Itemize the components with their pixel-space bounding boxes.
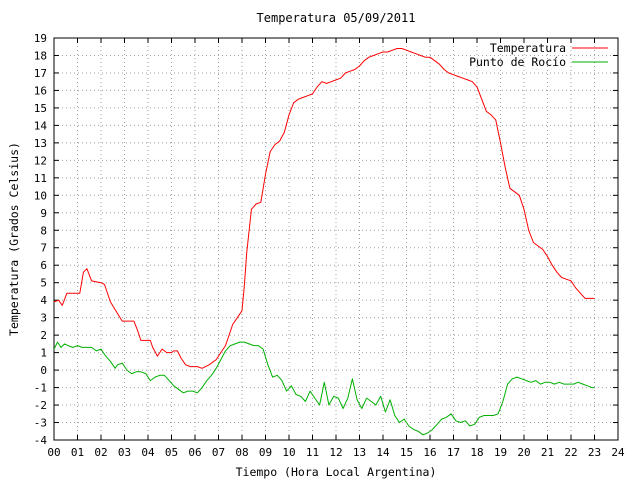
- y-tick-label: 19: [34, 32, 47, 45]
- x-tick-label: 15: [400, 446, 413, 459]
- x-tick-label: 14: [376, 446, 390, 459]
- x-axis-label: Tiempo (Hora Local Argentina): [236, 465, 437, 479]
- x-tick-label: 08: [235, 446, 248, 459]
- y-tick-label: 13: [34, 137, 47, 150]
- x-tick-label: 10: [282, 446, 295, 459]
- x-tick-label: 12: [329, 446, 342, 459]
- y-tick-label: 8: [40, 224, 47, 237]
- y-tick-label: -2: [34, 399, 47, 412]
- x-tick-label: 17: [447, 446, 460, 459]
- y-tick-label: 11: [34, 172, 47, 185]
- x-tick-label: 02: [94, 446, 107, 459]
- x-tick-label: 18: [470, 446, 483, 459]
- x-tick-label: 06: [188, 446, 201, 459]
- y-tick-label: 17: [34, 67, 47, 80]
- y-tick-label: 14: [34, 119, 48, 132]
- legend-label: Punto de Rocío: [469, 55, 566, 69]
- x-tick-label: 24: [611, 446, 625, 459]
- y-tick-label: -4: [34, 434, 48, 447]
- grid: [54, 38, 618, 440]
- x-tick-label: 20: [517, 446, 530, 459]
- x-tick-label: 11: [306, 446, 319, 459]
- y-tick-label: 3: [40, 312, 47, 325]
- x-tick-label: 23: [588, 446, 601, 459]
- y-tick-label: -3: [34, 417, 47, 430]
- series-line-punto-de-rocio: [53, 341, 595, 436]
- x-tick-label: 03: [118, 446, 131, 459]
- x-tick-label: 21: [541, 446, 554, 459]
- y-tick-label: 2: [40, 329, 47, 342]
- y-axis-label: Temperatura (Grados Celsius): [7, 142, 21, 336]
- y-tick-label: 16: [34, 84, 47, 97]
- series-line-temperatura: [53, 48, 595, 369]
- x-tick-label: 07: [212, 446, 225, 459]
- y-tick-label: 15: [34, 102, 47, 115]
- y-tick-label: -1: [34, 382, 47, 395]
- x-tick-label: 13: [353, 446, 366, 459]
- chart-title: Temperatura 05/09/2011: [257, 11, 416, 25]
- y-tick-label: 6: [40, 259, 47, 272]
- x-tick-label: 19: [494, 446, 507, 459]
- y-tick-label: 4: [40, 294, 47, 307]
- x-tick-label: 05: [165, 446, 178, 459]
- series-group: [53, 48, 595, 436]
- y-tick-label: 1: [40, 347, 47, 360]
- axis-ticks: 00 01 02 03 04 05 06 07 08 09 10 11 12 13 14 15 16 17 18 19…: [34, 32, 625, 459]
- legend-label: Temperatura: [490, 41, 566, 55]
- y-tick-label: 7: [40, 242, 47, 255]
- x-tick-label: 01: [71, 446, 84, 459]
- x-tick-label: 22: [564, 446, 577, 459]
- y-tick-label: 9: [40, 207, 47, 220]
- y-tick-label: 0: [40, 364, 47, 377]
- x-tick-label: 09: [259, 446, 272, 459]
- y-tick-label: 18: [34, 49, 47, 62]
- x-tick-label: 00: [47, 446, 60, 459]
- y-tick-label: 10: [34, 189, 47, 202]
- y-tick-label: 5: [40, 277, 47, 290]
- x-tick-label: 16: [423, 446, 436, 459]
- x-tick-label: 04: [141, 446, 155, 459]
- y-tick-label: 12: [34, 154, 47, 167]
